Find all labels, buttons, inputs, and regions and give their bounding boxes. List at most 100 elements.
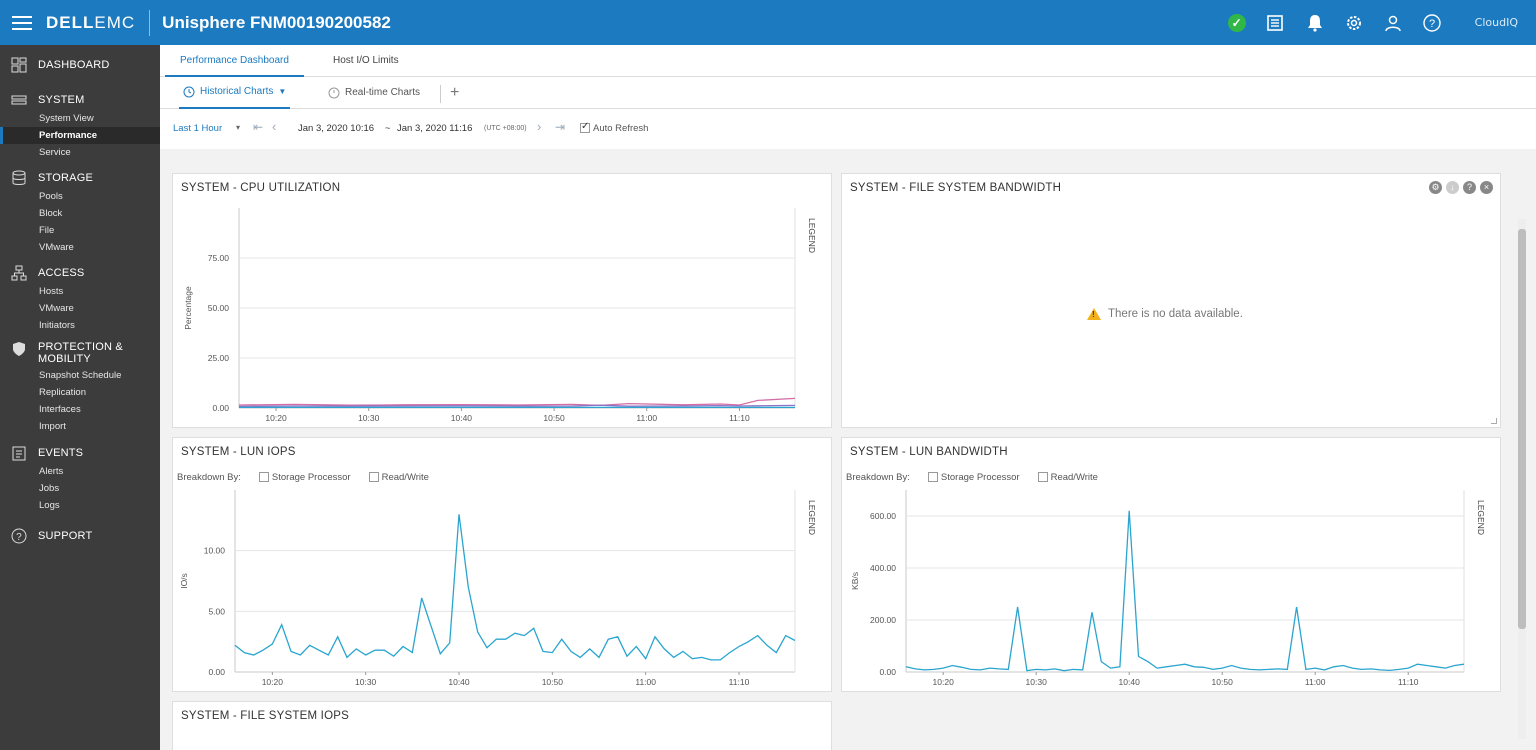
sidebar-item-file[interactable]: File: [39, 225, 55, 236]
sidebar-section-dashboard[interactable]: DASHBOARD: [0, 55, 160, 75]
lun-iops-chart: 0.00 5.00 10.00 10:20 10:30 10:40 10:50 11:00 11…: [179, 490, 817, 687]
breakdown-storage-processor[interactable]: Storage Processor: [927, 472, 1020, 483]
realtime-icon: [328, 87, 340, 99]
sidebar-item-system-view[interactable]: System View: [39, 113, 94, 124]
panel-title: SYSTEM - CPU UTILIZATION: [181, 182, 341, 194]
primary-tabs: Performance Dashboard Host I/O Limits: [160, 45, 1536, 77]
checkbox-label: Storage Processor: [940, 472, 1020, 483]
resize-handle[interactable]: [1491, 418, 1497, 424]
tab-historical-charts-label: Historical Charts: [200, 86, 274, 97]
range-select[interactable]: Last 1 Hour: [173, 123, 223, 134]
lun-bandwidth-chart: 0.00 200.00 400.00 600.00 10:20 10:30 10:40 10:…: [850, 490, 1486, 687]
checkbox[interactable]: [258, 472, 269, 483]
x-tick-label: 10:20: [262, 677, 284, 687]
x-tick-label: 10:20: [933, 677, 955, 687]
y-tick-label: 25.00: [208, 353, 230, 363]
tab-performance-dashboard[interactable]: Performance Dashboard: [165, 45, 304, 77]
breakdown-read-write[interactable]: Read/Write: [368, 472, 429, 483]
sidebar-label-storage: STORAGE: [38, 172, 93, 184]
sidebar-item-alerts[interactable]: Alerts: [39, 466, 64, 477]
timezone: (UTC +08:00): [484, 125, 527, 132]
support-icon: ?: [11, 528, 27, 544]
sidebar-item-performance[interactable]: Performance: [0, 127, 160, 144]
next-icon[interactable]: ›: [537, 119, 542, 134]
help-icon[interactable]: ?: [1463, 181, 1476, 194]
breakdown-options: Breakdown By: Storage Processor Read/Wri…: [846, 472, 1098, 483]
download-icon[interactable]: ↓: [1446, 181, 1459, 194]
user-icon[interactable]: [1383, 13, 1403, 33]
y-tick-label: 5.00: [208, 606, 225, 616]
panel-lun-iops: SYSTEM - LUN IOPS Breakdown By: Storage …: [172, 437, 832, 692]
logo-emc-text: EMC: [94, 12, 136, 32]
help-icon[interactable]: ?: [1422, 13, 1442, 33]
sidebar-item-pools[interactable]: Pools: [39, 191, 63, 202]
sidebar-section-system[interactable]: SYSTEM: [0, 90, 160, 110]
storage-icon: [11, 170, 27, 186]
sidebar-section-storage[interactable]: STORAGE: [0, 168, 160, 188]
range-end: Jan 3, 2020 11:16: [397, 123, 473, 134]
legend-toggle: LEGEND: [1476, 500, 1486, 535]
cpu-chart: 0.00 25.00 50.00 75.00 10:20 10:30 10:40 10:50 1…: [183, 208, 817, 423]
checkbox[interactable]: [927, 472, 938, 483]
tab-realtime-charts[interactable]: Real-time Charts: [328, 77, 420, 109]
y-tick-label: 10.00: [204, 546, 226, 556]
svg-text:?: ?: [1429, 18, 1435, 30]
auto-refresh-checkbox[interactable]: [580, 121, 590, 134]
sidebar-section-access[interactable]: ACCESS: [0, 263, 160, 283]
gear-icon[interactable]: [1344, 13, 1364, 33]
no-data-message: There is no data available.: [1087, 308, 1243, 320]
settings-icon[interactable]: ⚙: [1429, 181, 1442, 194]
breakdown-storage-processor[interactable]: Storage Processor: [258, 472, 351, 483]
breakdown-options: Breakdown By: Storage Processor Read/Wri…: [177, 472, 429, 483]
sidebar-item-snapshot-schedule[interactable]: Snapshot Schedule: [39, 370, 122, 381]
sidebar-item-replication[interactable]: Replication: [39, 387, 86, 398]
x-tick-label: 10:40: [448, 677, 470, 687]
cloudiq-icon[interactable]: CloudIQ: [1474, 16, 1518, 29]
clock-history-icon: [183, 86, 195, 98]
breakdown-read-write[interactable]: Read/Write: [1037, 472, 1098, 483]
sidebar-section-events[interactable]: EVENTS: [0, 443, 160, 463]
auto-refresh-label: Auto Refresh: [593, 123, 649, 134]
status-ok-icon[interactable]: ✓: [1227, 13, 1247, 33]
sidebar-item-vmware-access[interactable]: VMware: [39, 303, 74, 314]
bell-icon[interactable]: [1305, 13, 1325, 33]
add-tab-button[interactable]: +: [450, 84, 460, 101]
secondary-tabs: Historical Charts ▼ Real-time Charts +: [160, 77, 1536, 109]
checkbox[interactable]: [1037, 472, 1048, 483]
x-tick-label: 11:00: [1305, 677, 1326, 687]
previous-icon[interactable]: ‹: [272, 119, 277, 134]
sidebar-item-block[interactable]: Block: [39, 208, 63, 219]
sidebar-label-support: SUPPORT: [38, 530, 93, 542]
tab-historical-charts[interactable]: Historical Charts ▼: [179, 77, 291, 109]
sidebar-section-support[interactable]: ? SUPPORT: [0, 526, 160, 546]
sidebar-item-vmware-storage[interactable]: VMware: [39, 242, 74, 253]
last-page-icon[interactable]: ⇥: [555, 120, 566, 134]
checkbox-label: Read/Write: [1050, 472, 1098, 483]
tab-realtime-charts-label: Real-time Charts: [345, 87, 421, 98]
sidebar-item-interfaces[interactable]: Interfaces: [39, 404, 81, 415]
y-tick-label: 0.00: [212, 403, 229, 413]
logo-dell-text: DELL: [46, 12, 95, 32]
sidebar-item-hosts[interactable]: Hosts: [39, 286, 64, 297]
menu-icon[interactable]: [0, 0, 44, 45]
scrollbar-thumb[interactable]: [1518, 229, 1526, 629]
checkbox[interactable]: [368, 472, 379, 483]
app-title: Unisphere FNM00190200582: [162, 12, 391, 32]
tab-host-io-limits[interactable]: Host I/O Limits: [333, 55, 399, 66]
sidebar-item-service[interactable]: Service: [39, 147, 71, 158]
auto-refresh-toggle[interactable]: Auto Refresh: [580, 121, 649, 134]
sidebar-item-jobs[interactable]: Jobs: [39, 483, 60, 494]
sidebar-item-logs[interactable]: Logs: [39, 500, 60, 511]
close-icon[interactable]: ×: [1480, 181, 1493, 194]
range-dropdown-arrow[interactable]: ▾: [236, 123, 241, 132]
news-icon[interactable]: [1266, 13, 1286, 33]
x-tick-label: 10:20: [265, 413, 287, 423]
sidebar-section-protection[interactable]: PROTECTION & MOBILITY: [0, 341, 160, 367]
content-scrollbar[interactable]: [1518, 219, 1526, 739]
panel-title: SYSTEM - FILE SYSTEM IOPS: [181, 710, 349, 722]
series-line: [238, 397, 796, 407]
first-page-icon[interactable]: ⇤: [253, 120, 264, 134]
breakdown-label: Breakdown By:: [846, 472, 910, 483]
sidebar-item-initiators[interactable]: Initiators: [39, 320, 75, 331]
sidebar-item-import[interactable]: Import: [39, 421, 66, 432]
